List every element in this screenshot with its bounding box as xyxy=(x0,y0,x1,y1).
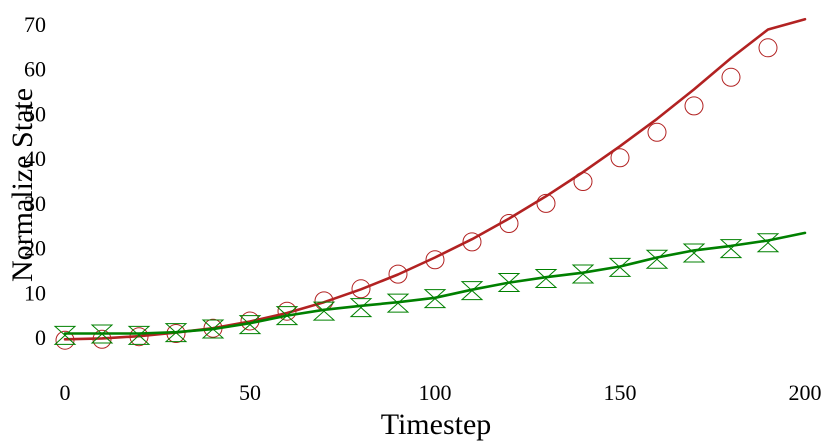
series-0-line xyxy=(63,17,807,341)
series-1 xyxy=(53,231,807,345)
series-1-point xyxy=(349,298,373,318)
x-tick-label: 0 xyxy=(60,380,71,405)
series-0-point xyxy=(129,327,149,347)
x-tick-label: 50 xyxy=(239,380,261,405)
series-0-point xyxy=(758,38,778,58)
series-0-point xyxy=(721,67,741,87)
series-1-point xyxy=(53,325,77,345)
y-axis-title: Normalize State xyxy=(6,88,39,282)
x-axis-ticks: 0 50 100 150 200 xyxy=(60,380,822,405)
plot-area xyxy=(53,17,807,350)
series-1-point xyxy=(756,233,780,253)
y-tick-label: 40 xyxy=(24,146,46,171)
x-axis-title: Timestep xyxy=(381,408,492,441)
series-1-point xyxy=(719,239,743,259)
series-1-point xyxy=(386,293,410,313)
series-1-point xyxy=(312,301,336,321)
y-axis-ticks: 0 10 20 30 40 50 60 70 xyxy=(24,12,46,350)
series-0-point xyxy=(573,172,593,191)
series-0 xyxy=(55,17,807,350)
series-1-point xyxy=(460,281,484,301)
series-0-point xyxy=(92,329,112,349)
x-tick-label: 200 xyxy=(789,380,822,405)
series-1-point xyxy=(127,325,151,345)
series-0-point xyxy=(351,279,371,299)
series-1-point xyxy=(534,269,558,289)
x-tick-label: 100 xyxy=(419,380,452,405)
y-tick-label: 0 xyxy=(35,325,46,350)
series-0-point xyxy=(536,193,556,213)
series-1-point xyxy=(201,319,225,339)
series-1-point xyxy=(423,289,447,309)
series-0-point xyxy=(425,250,445,270)
series-0-point xyxy=(684,96,704,116)
series-1-line xyxy=(63,231,807,335)
series-1-point xyxy=(608,257,632,277)
series-1-point xyxy=(164,323,188,343)
series-0-point xyxy=(388,264,408,284)
series-1-point xyxy=(275,306,299,326)
y-tick-label: 20 xyxy=(24,236,46,261)
y-tick-label: 50 xyxy=(24,101,46,126)
series-1-point xyxy=(645,249,669,269)
series-1-point xyxy=(90,324,114,344)
series-0-point xyxy=(462,232,482,252)
series-0-point xyxy=(277,301,297,321)
series-1-point xyxy=(571,264,595,284)
y-tick-label: 30 xyxy=(24,191,46,216)
x-tick-label: 150 xyxy=(604,380,637,405)
series-0-point xyxy=(647,122,667,142)
series-0-point xyxy=(499,214,519,233)
series-1-point xyxy=(238,315,262,335)
y-tick-label: 10 xyxy=(24,280,46,305)
series-0-point xyxy=(610,148,630,168)
series-1-point xyxy=(497,273,521,293)
y-tick-label: 70 xyxy=(24,12,46,37)
series-0-point xyxy=(55,330,75,350)
y-tick-label: 60 xyxy=(24,57,46,82)
series-1-point xyxy=(682,243,706,263)
